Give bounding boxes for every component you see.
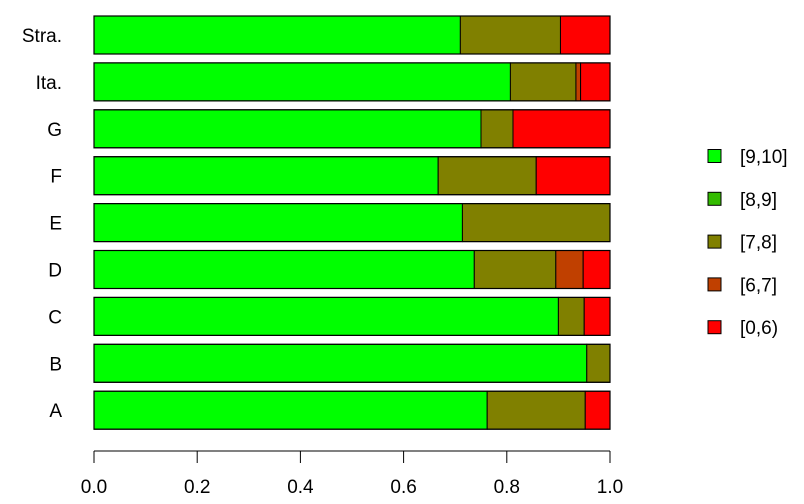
bar-segment: [535, 156, 611, 196]
bar-segment: [555, 250, 584, 289]
bar-outline: [93, 296, 611, 336]
legend-swatch: [707, 234, 722, 249]
bar-segment: [93, 343, 588, 383]
bar-outline: [93, 390, 611, 430]
category-label: B: [49, 354, 62, 375]
x-axis: 0.0 0.2 0.4 0.6 0.8 1.0: [81, 450, 623, 498]
bar-segment: [512, 109, 611, 149]
bar-segment: [461, 203, 611, 243]
bar-segment: [580, 62, 611, 102]
bar-outline: [93, 249, 611, 290]
bar-outline: [93, 15, 611, 55]
category-label: Stra.: [22, 26, 62, 47]
bar-segment: [93, 109, 482, 149]
bar-outline: [93, 343, 611, 383]
bar-segment: [473, 250, 557, 289]
bar-outline: [93, 203, 611, 243]
bar-segment: [509, 62, 577, 102]
legend-label: [0,6): [740, 318, 778, 339]
legend-label: [8,9]: [740, 190, 777, 211]
bar-segment: [93, 203, 463, 243]
category-labels: A B C D E F G Ita. Stra.: [22, 26, 62, 422]
bar-segment: [584, 390, 611, 430]
category-label: D: [48, 261, 62, 282]
bar-segment: [93, 15, 461, 55]
bar-outline: [93, 62, 611, 102]
category-label: F: [50, 167, 62, 188]
legend-swatch: [707, 149, 722, 163]
bar-segment: [437, 156, 537, 196]
category-label: C: [48, 307, 62, 328]
legend: [9,10] [8,9] [7,8] [6,7] [0,6): [707, 147, 788, 339]
bar-outline: [93, 156, 611, 196]
bar-segment: [93, 296, 559, 336]
bar-outline: [93, 109, 611, 149]
bar-segment: [575, 62, 582, 102]
x-tick-label: 0.4: [287, 477, 314, 498]
bar-segment: [93, 250, 475, 289]
category-label: E: [49, 214, 62, 235]
bar-segment: [582, 250, 611, 289]
legend-label: [7,8]: [740, 233, 777, 254]
bar-segment: [93, 390, 488, 430]
bar-segment: [557, 296, 585, 336]
legend-swatch: [707, 191, 722, 206]
bar-segment: [559, 15, 611, 55]
legend-swatch: [707, 320, 722, 335]
legend-label: [6,7]: [740, 275, 777, 296]
x-tick-label: 0.8: [494, 477, 520, 498]
legend-swatch: [707, 277, 722, 292]
bars-layer: [93, 15, 611, 430]
x-tick-label: 0.0: [81, 477, 107, 498]
x-tick-label: 0.2: [184, 477, 210, 498]
bar-segment: [583, 296, 611, 336]
x-tick-label: 1.0: [597, 477, 623, 498]
bar-segment: [480, 109, 514, 149]
category-label: A: [49, 401, 62, 422]
category-label: G: [47, 120, 62, 141]
bar-segment: [486, 390, 586, 430]
bar-segment: [93, 62, 511, 102]
category-label: Ita.: [36, 73, 62, 94]
bar-segment: [586, 343, 611, 383]
bar-segment: [459, 15, 561, 55]
x-tick-label: 0.6: [390, 477, 416, 498]
bar-segment: [93, 156, 439, 196]
legend-label: [9,10]: [740, 147, 788, 168]
